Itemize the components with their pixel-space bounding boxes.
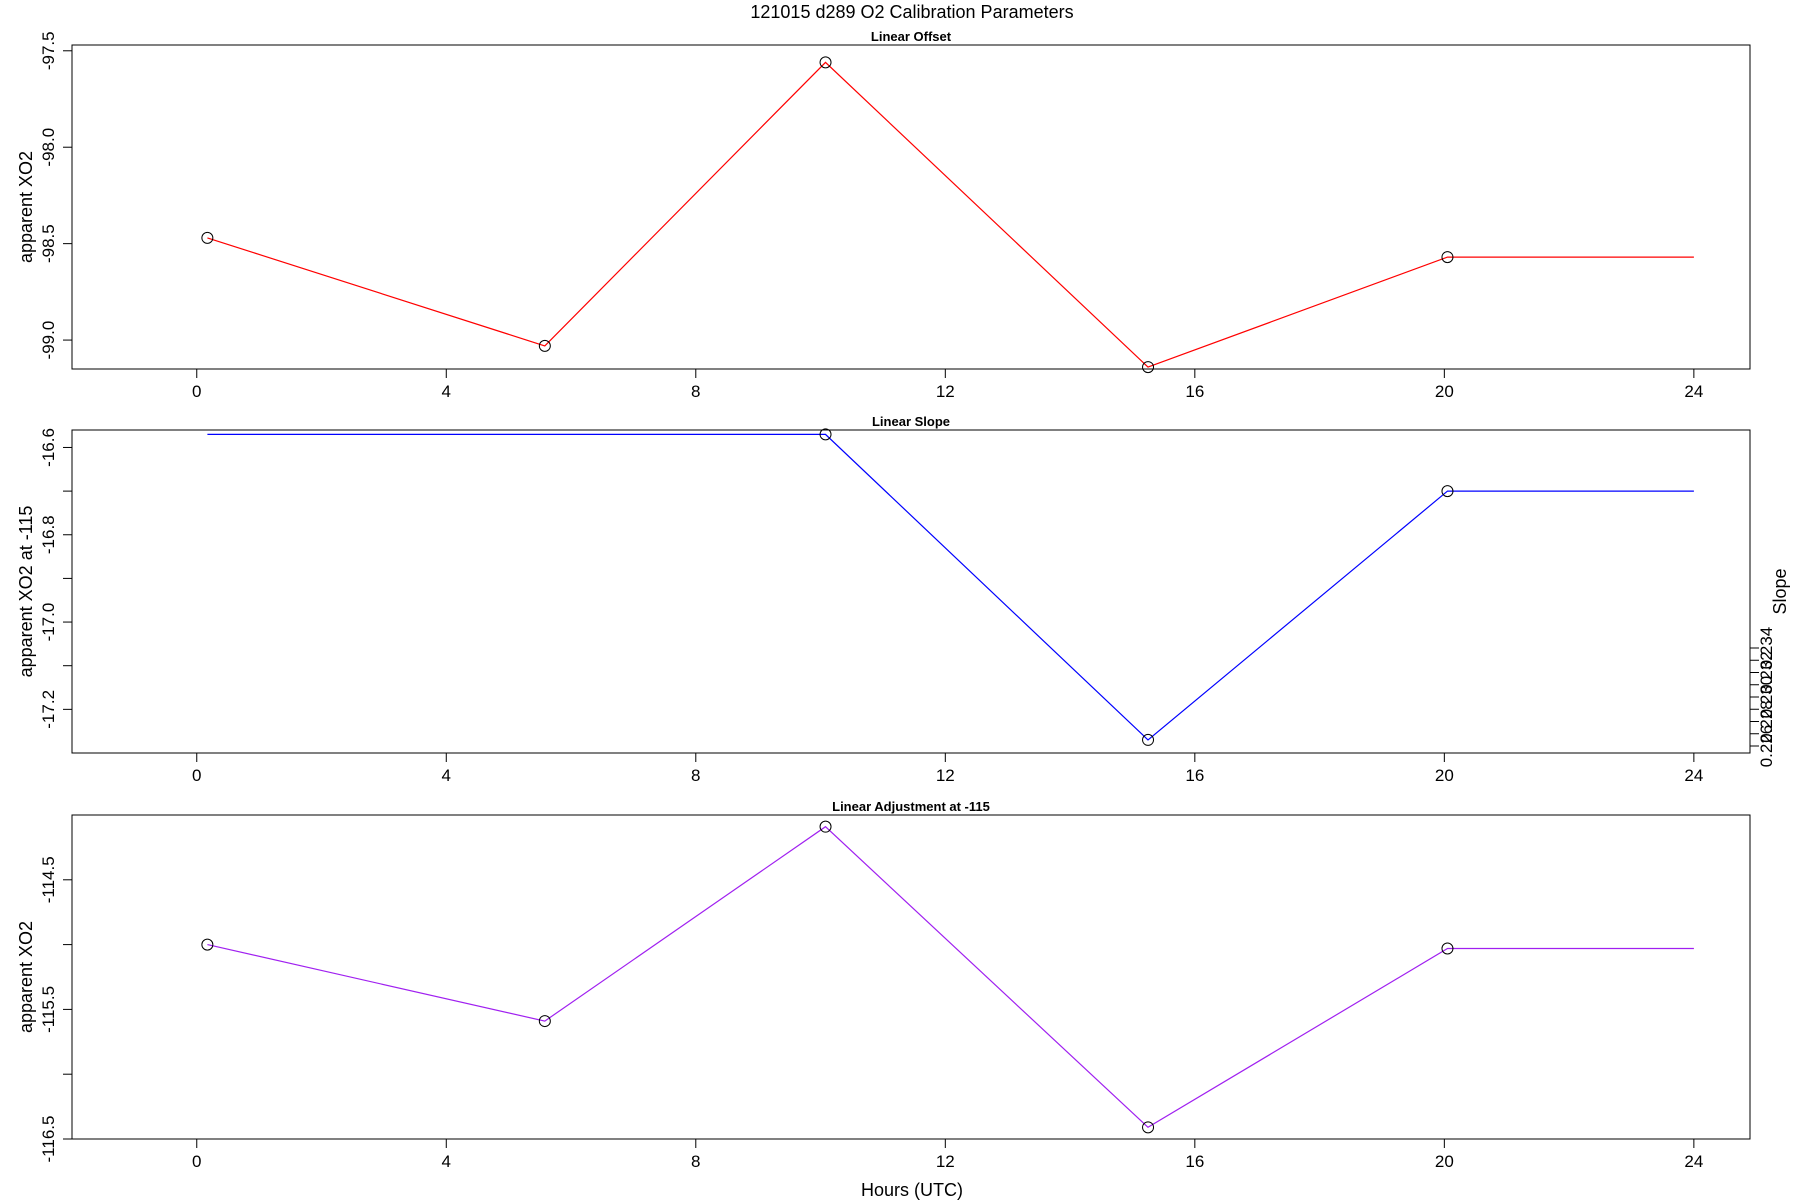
x-tick-label: 8 [691,766,700,785]
data-point-marker [819,820,832,833]
y-tick-label: -115.5 [39,986,58,1033]
data-point-marker [1142,361,1155,374]
x-tick-label: 12 [936,1152,955,1171]
x-tick-label: 20 [1435,382,1454,401]
y2-tick-label: 0.226 [1757,725,1776,768]
data-point-marker [538,339,551,352]
y-tick-label: -17.0 [39,603,58,642]
panel-1: Linear Offset 0 4 8 12 16 20 24 -97.5 -98.0 -98.5 -… [16,29,1751,401]
data-point-marker [1441,251,1454,264]
y-tick-label: -99.0 [39,321,58,360]
y-tick-label: -16.6 [39,428,58,467]
figure-title: 121015 d289 O2 Calibration Parameters [750,2,1073,22]
data-point-marker [819,428,832,441]
data-point-marker [819,56,832,69]
figure-x-axis-label: Hours (UTC) [861,1180,963,1200]
x-tick-label: 12 [936,766,955,785]
y-tick-label: -98.0 [39,128,58,167]
x-tick-label: 0 [192,382,201,401]
data-point-marker [1142,733,1155,746]
y-tick-label: -97.5 [39,31,58,70]
data-point-marker [1441,485,1454,498]
panel-title: Linear Slope [872,414,950,429]
y-tick-label: -98.5 [39,224,58,263]
x-tick-label: 12 [936,382,955,401]
y2-tick-label: 0.230 [1757,676,1776,719]
y-axis-label: apparent XO2 [16,921,36,1033]
panels: Linear Offset 0 4 8 12 16 20 24 -97.5 -98.0 -98.5 -… [16,29,1790,1171]
y-tick-label: -116.5 [39,1116,58,1163]
y-tick-label: -17.2 [39,690,58,729]
data-point-marker [201,938,214,951]
y-tick-label: -16.8 [39,515,58,554]
x-tick-label: 4 [442,766,451,785]
x-tick-label: 4 [442,382,451,401]
x-tick-label: 0 [192,1152,201,1171]
y-tick-label: -114.5 [39,856,58,903]
x-tick-label: 16 [1185,382,1204,401]
panel-2: Linear Slope 0 4 8 12 16 20 24 -16.6 -16.8 -17.0 -1… [16,414,1790,785]
x-tick-label: 24 [1684,382,1703,401]
data-point-marker [538,1015,551,1028]
series-line [207,433,1694,741]
y-axis-label: apparent XO2 [16,151,36,263]
x-tick-label: 24 [1684,766,1703,785]
data-point-marker [201,231,214,244]
x-tick-label: 4 [442,1152,451,1171]
data-point-marker [1441,942,1454,955]
x-tick-label: 20 [1435,766,1454,785]
y2-axis-label: Slope [1770,568,1790,614]
x-tick-label: 16 [1185,766,1204,785]
x-tick-label: 24 [1684,1152,1703,1171]
panel-title: Linear Adjustment at -115 [832,799,990,814]
x-tick-label: 16 [1185,1152,1204,1171]
y2-tick-label: 0.228 [1757,700,1776,743]
series-line [207,61,1694,368]
panel-3: Linear Adjustment at -115 0 4 8 12 16 20 24 -114… [16,799,1751,1171]
x-tick-label: 8 [691,1152,700,1171]
panel-title: Linear Offset [871,29,952,44]
y2-tick-label: 0.232 [1757,651,1776,694]
data-point-marker [1142,1121,1155,1134]
y2-tick-label: 0.234 [1757,627,1776,670]
x-tick-label: 20 [1435,1152,1454,1171]
series-line [207,825,1694,1129]
y-axis-label: apparent XO2 at -115 [16,506,36,678]
x-tick-label: 8 [691,382,700,401]
x-tick-label: 0 [192,766,201,785]
